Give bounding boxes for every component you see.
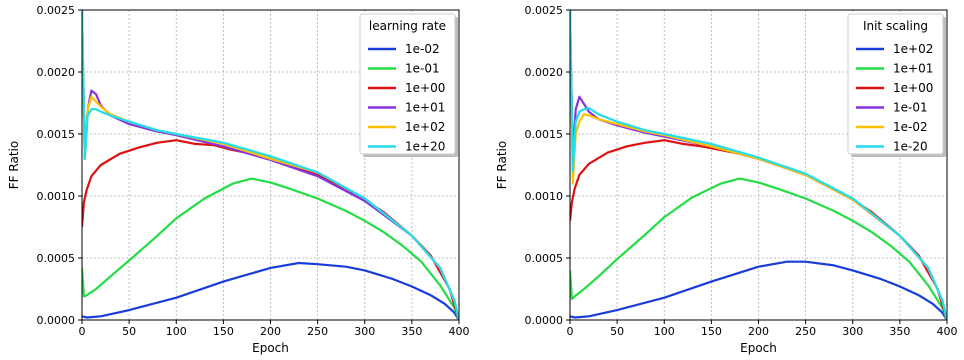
y-axis-label: FF Ratio: [495, 141, 509, 189]
x-tick-label: 0: [79, 325, 86, 338]
legend-label-1e+20: 1e+20: [405, 140, 445, 154]
x-tick-label: 250: [307, 325, 328, 338]
y-tick-label: 0.0000: [525, 314, 564, 327]
legend-label-1e+02: 1e+02: [893, 42, 933, 56]
y-tick-label: 0.0025: [37, 4, 76, 17]
series-line-1e+01: [570, 177, 947, 320]
legend-label-1e+01: 1e+01: [405, 101, 445, 115]
x-tick-label: 250: [795, 325, 816, 338]
x-tick-label: 400: [937, 325, 958, 338]
legend: Init scaling 1e+02 1e+01 1e+00 1e-01 1e-02 1e-…: [847, 13, 946, 157]
x-axis-label: Epoch: [252, 341, 289, 355]
legend-label-1e+00: 1e+00: [405, 81, 445, 95]
series-line-1e-02: [82, 261, 459, 320]
legend-label-1e+01: 1e+01: [893, 62, 933, 76]
legend-title: learning rate: [369, 19, 446, 33]
series-line-1e+20: [82, 10, 459, 320]
series-line-1e-01: [82, 177, 459, 320]
x-tick-label: 300: [354, 325, 375, 338]
x-tick-label: 350: [401, 325, 422, 338]
series-line-1e+02: [570, 260, 947, 320]
legend-label-1e-01: 1e-01: [405, 62, 440, 76]
x-tick-label: 400: [449, 325, 470, 338]
legend-label-1e+02: 1e+02: [405, 120, 445, 134]
x-tick-label: 50: [122, 325, 136, 338]
chart-panel-1: 0 50 100 150 200 250 300 350 400 0.0000 0.0005 0.00…: [7, 4, 470, 355]
y-tick-label: 0.0000: [37, 314, 76, 327]
y-axis-label: FF Ratio: [7, 141, 21, 189]
x-tick-label: 200: [260, 325, 281, 338]
legend-label-1e-01: 1e-01: [893, 101, 928, 115]
x-tick-label: 100: [166, 325, 187, 338]
x-axis-label: Epoch: [740, 341, 777, 355]
y-tick-label: 0.0005: [525, 252, 564, 265]
x-tick-label: 350: [889, 325, 910, 338]
x-tick-label: 150: [701, 325, 722, 338]
y-tick-label: 0.0020: [525, 66, 564, 79]
x-tick-label: 100: [654, 325, 675, 338]
x-tick-label: 50: [610, 325, 624, 338]
y-tick-label: 0.0015: [37, 128, 76, 141]
x-tick-label: 300: [842, 325, 863, 338]
legend-label-1e-02: 1e-02: [893, 120, 928, 134]
legend-title: Init scaling: [863, 19, 928, 33]
series-line-1e-20: [570, 10, 947, 320]
y-tick-label: 0.0010: [37, 190, 76, 203]
y-tick-label: 0.0005: [37, 252, 76, 265]
y-tick-label: 0.0025: [525, 4, 564, 17]
legend-label-1e-20: 1e-20: [893, 140, 928, 154]
x-tick-label: 200: [748, 325, 769, 338]
x-tick-label: 0: [567, 325, 574, 338]
chart-panel-2: 0 50 100 150 200 250 300 350 400 0.0000 0.0005 0.00…: [495, 4, 958, 355]
x-tick-label: 150: [213, 325, 234, 338]
y-tick-label: 0.0010: [525, 190, 564, 203]
y-tick-label: 0.0015: [525, 128, 564, 141]
legend: learning rate 1e-02 1e-01 1e+00 1e+01 1e+02 1e…: [359, 13, 458, 157]
legend-label-1e+00: 1e+00: [893, 81, 933, 95]
y-tick-label: 0.0020: [37, 66, 76, 79]
legend-label-1e-02: 1e-02: [405, 42, 440, 56]
